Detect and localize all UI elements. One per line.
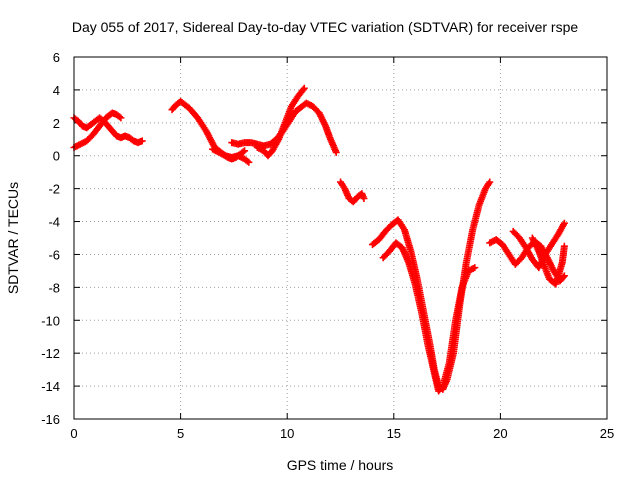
plot-frame (73, 56, 608, 420)
y-tick-label: 4 (53, 83, 60, 98)
y-tick-label: -14 (41, 379, 60, 394)
x-axis-label: GPS time / hours (287, 457, 394, 473)
y-tick-label: -16 (41, 412, 60, 427)
series-4 (228, 99, 340, 156)
x-tick-label: 10 (280, 426, 294, 441)
chart-title: Day 055 of 2017, Sidereal Day-to-day VTE… (72, 19, 578, 35)
y-tick-label: 0 (53, 149, 60, 164)
series-6 (337, 178, 368, 206)
data-point (471, 264, 479, 272)
data-point (360, 195, 368, 203)
data-point (245, 158, 253, 166)
grid (74, 57, 607, 419)
data-point (300, 84, 308, 92)
y-tick-label: 6 (53, 50, 60, 65)
data-point (299, 86, 307, 94)
data-point (239, 148, 247, 156)
data-point (486, 178, 494, 186)
x-tick-label: 25 (600, 426, 614, 441)
axis-ticks: 0 5 10 15 20 25 -16 -14 -12 -10 -8 -6 -4 -2 0 2 4 6 (41, 50, 614, 441)
data-point (138, 137, 146, 145)
y-tick-label: 2 (53, 116, 60, 131)
x-tick-label: 0 (70, 426, 77, 441)
y-tick-label: -10 (41, 313, 60, 328)
series-11 (528, 234, 568, 288)
y-tick-label: -12 (41, 346, 60, 361)
data-point (560, 272, 568, 280)
data-point (241, 147, 249, 155)
series-3 (209, 145, 253, 166)
x-tick-label: 15 (387, 426, 401, 441)
x-tick-label: 5 (177, 426, 184, 441)
y-axis-label: SDTVAR / TECUs (5, 182, 21, 294)
y-tick-label: -8 (48, 280, 60, 295)
data-point (243, 157, 251, 165)
series-0 (70, 114, 146, 147)
series-10 (509, 219, 568, 272)
y-tick-label: -6 (48, 247, 60, 262)
y-tick-label: -2 (48, 182, 60, 197)
data-point (560, 242, 568, 250)
data-point (115, 113, 123, 121)
data-point (117, 114, 125, 122)
series-8 (379, 239, 479, 395)
series-5 (253, 84, 308, 160)
data-point (332, 148, 340, 156)
y-tick-label: -4 (48, 215, 60, 230)
x-tick-label: 20 (493, 426, 507, 441)
data-series (70, 84, 568, 395)
series-1 (70, 109, 125, 151)
data-point (560, 219, 568, 227)
